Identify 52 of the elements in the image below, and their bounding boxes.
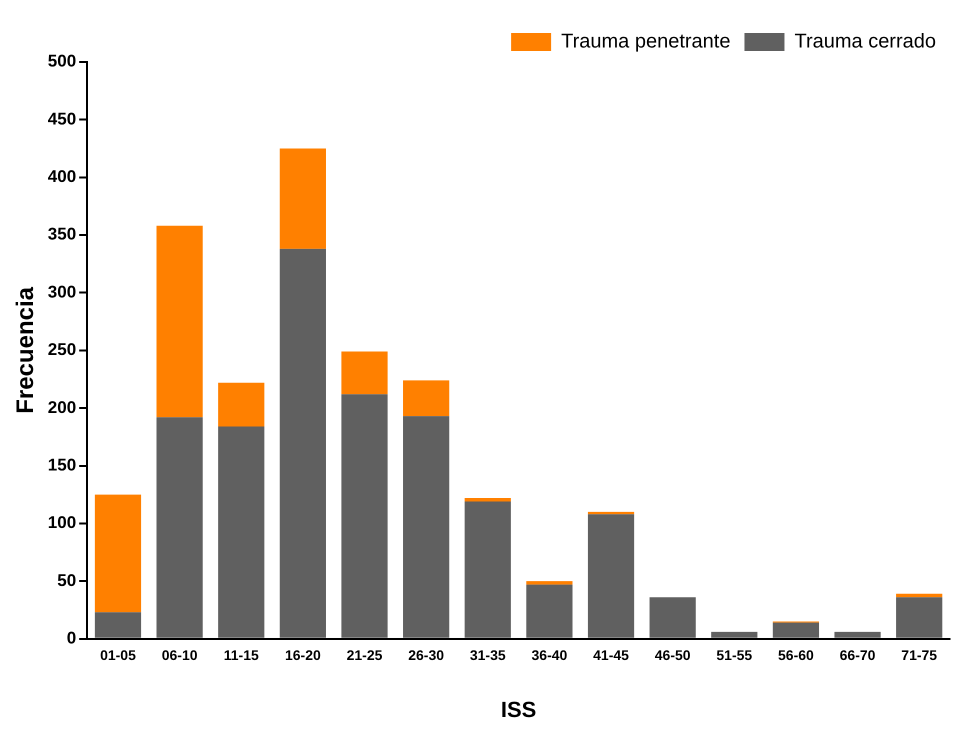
y-tick-label: 150 — [48, 455, 76, 474]
x-tick-label: 06-10 — [162, 647, 198, 664]
bar — [711, 632, 758, 638]
bar — [772, 622, 820, 638]
x-tick-label: 26-30 — [408, 647, 444, 664]
bar — [280, 148, 326, 249]
x-tick-label: 71-75 — [901, 647, 938, 664]
y-tick-label: 300 — [48, 282, 76, 302]
y-tick-label: 100 — [48, 513, 76, 532]
x-tick-label: 21-25 — [346, 647, 383, 664]
y-tick-label: 200 — [48, 398, 76, 417]
x-axis-title: ISS — [500, 696, 536, 722]
bar — [403, 380, 450, 416]
y-tick-label: 250 — [48, 340, 76, 360]
bar — [341, 394, 388, 638]
y-tick-label: 0 — [66, 628, 76, 648]
legend-label: Trauma cerrado — [794, 30, 936, 53]
y-axis-title: Frecuencia — [12, 286, 40, 414]
bar — [526, 581, 573, 585]
bar — [896, 594, 942, 598]
bar — [94, 612, 142, 638]
bar — [218, 382, 264, 427]
bar — [464, 498, 511, 502]
x-tick-label: 01-05 — [100, 647, 136, 664]
bar — [156, 226, 203, 418]
x-tick-label: 46-50 — [654, 647, 691, 664]
x-tick-label: 51-55 — [716, 647, 752, 664]
x-tick-label: 11-15 — [224, 647, 259, 664]
x-tick-label: 16-20 — [284, 647, 321, 664]
bar — [218, 426, 264, 638]
x-tick-label: 31-35 — [470, 647, 506, 664]
bar — [156, 417, 203, 638]
y-tick-label: 50 — [57, 570, 76, 590]
bar — [588, 514, 634, 638]
y-tick-label: 400 — [48, 167, 76, 186]
bar — [896, 597, 942, 638]
bar — [94, 494, 142, 612]
bar — [650, 597, 696, 638]
x-tick-label: 41-45 — [593, 647, 630, 664]
bar — [834, 632, 881, 638]
bar — [341, 352, 388, 394]
legend-label: Trauma penetrante — [561, 30, 730, 53]
bar — [280, 248, 326, 638]
x-tick-label: 56-60 — [778, 647, 814, 664]
y-tick-label: 450 — [48, 109, 76, 128]
y-tick-label: 350 — [48, 224, 76, 244]
x-tick-label: 66-70 — [840, 647, 876, 664]
x-tick-label: 36-40 — [531, 647, 568, 664]
bar — [464, 502, 511, 638]
bar — [403, 416, 450, 638]
y-tick-label: 500 — [48, 52, 76, 71]
bar — [526, 584, 573, 638]
